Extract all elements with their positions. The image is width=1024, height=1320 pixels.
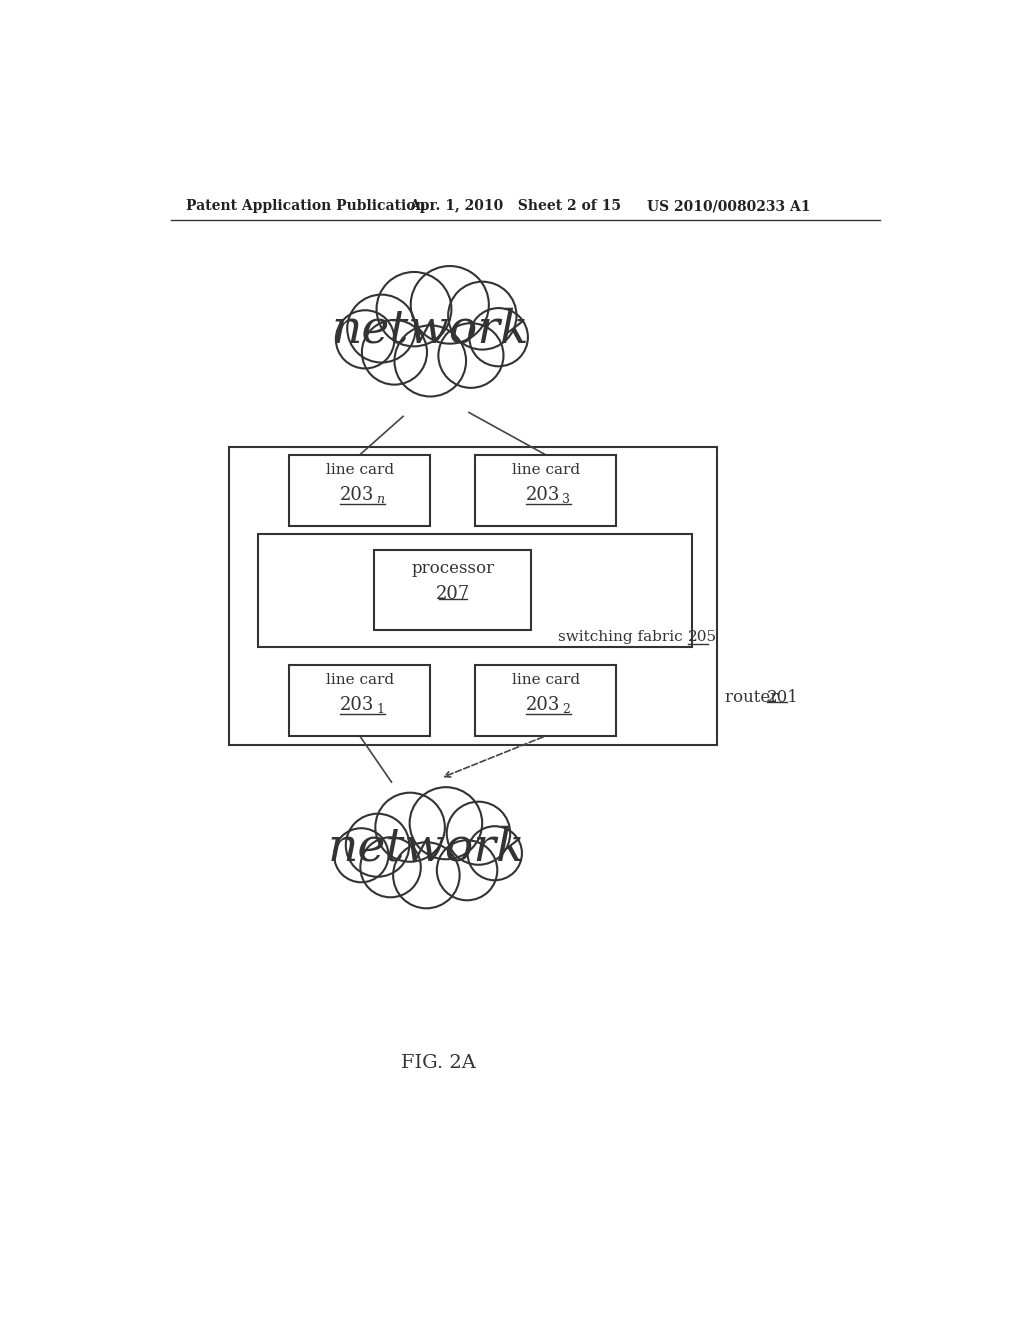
Circle shape	[377, 272, 452, 346]
Text: network: network	[328, 825, 525, 870]
Text: network: network	[332, 308, 529, 352]
Circle shape	[446, 801, 510, 865]
Circle shape	[376, 793, 444, 862]
Text: 203: 203	[525, 486, 560, 504]
Circle shape	[469, 308, 528, 367]
Text: line card: line card	[326, 673, 394, 688]
Text: switching fabric: switching fabric	[558, 630, 687, 644]
Text: 203: 203	[339, 696, 374, 714]
Circle shape	[360, 837, 421, 898]
Text: 207: 207	[435, 585, 470, 603]
Text: 203: 203	[339, 486, 374, 504]
Text: Patent Application Publication: Patent Application Publication	[186, 199, 426, 213]
Text: line card: line card	[326, 463, 394, 478]
Bar	[289, 455, 430, 525]
Bar	[228, 447, 717, 744]
Circle shape	[393, 842, 460, 908]
Text: US 2010/0080233 A1: US 2010/0080233 A1	[647, 199, 811, 213]
Text: 3: 3	[562, 492, 570, 506]
Circle shape	[336, 310, 394, 368]
Circle shape	[437, 841, 498, 900]
Circle shape	[449, 281, 516, 350]
Text: 2: 2	[562, 704, 570, 717]
Text: FIG. 2A: FIG. 2A	[400, 1055, 475, 1072]
Bar	[475, 665, 616, 737]
Circle shape	[438, 323, 504, 388]
Circle shape	[347, 294, 416, 363]
Bar	[375, 549, 531, 630]
Circle shape	[346, 813, 410, 876]
Bar	[289, 665, 430, 737]
Bar	[475, 455, 616, 525]
Text: 203: 203	[525, 696, 560, 714]
Text: 1: 1	[376, 704, 384, 717]
Circle shape	[410, 787, 482, 859]
Text: processor: processor	[412, 560, 495, 577]
Bar	[258, 535, 692, 647]
Text: 205: 205	[687, 630, 717, 644]
Circle shape	[394, 325, 466, 396]
Circle shape	[411, 267, 488, 343]
Text: n: n	[376, 492, 384, 506]
Text: line card: line card	[512, 673, 580, 688]
Text: Apr. 1, 2010   Sheet 2 of 15: Apr. 1, 2010 Sheet 2 of 15	[410, 199, 622, 213]
Text: 201: 201	[767, 689, 799, 706]
Circle shape	[468, 826, 522, 880]
Text: line card: line card	[512, 463, 580, 478]
Circle shape	[334, 828, 388, 882]
Circle shape	[361, 319, 427, 384]
Text: router: router	[725, 689, 783, 706]
